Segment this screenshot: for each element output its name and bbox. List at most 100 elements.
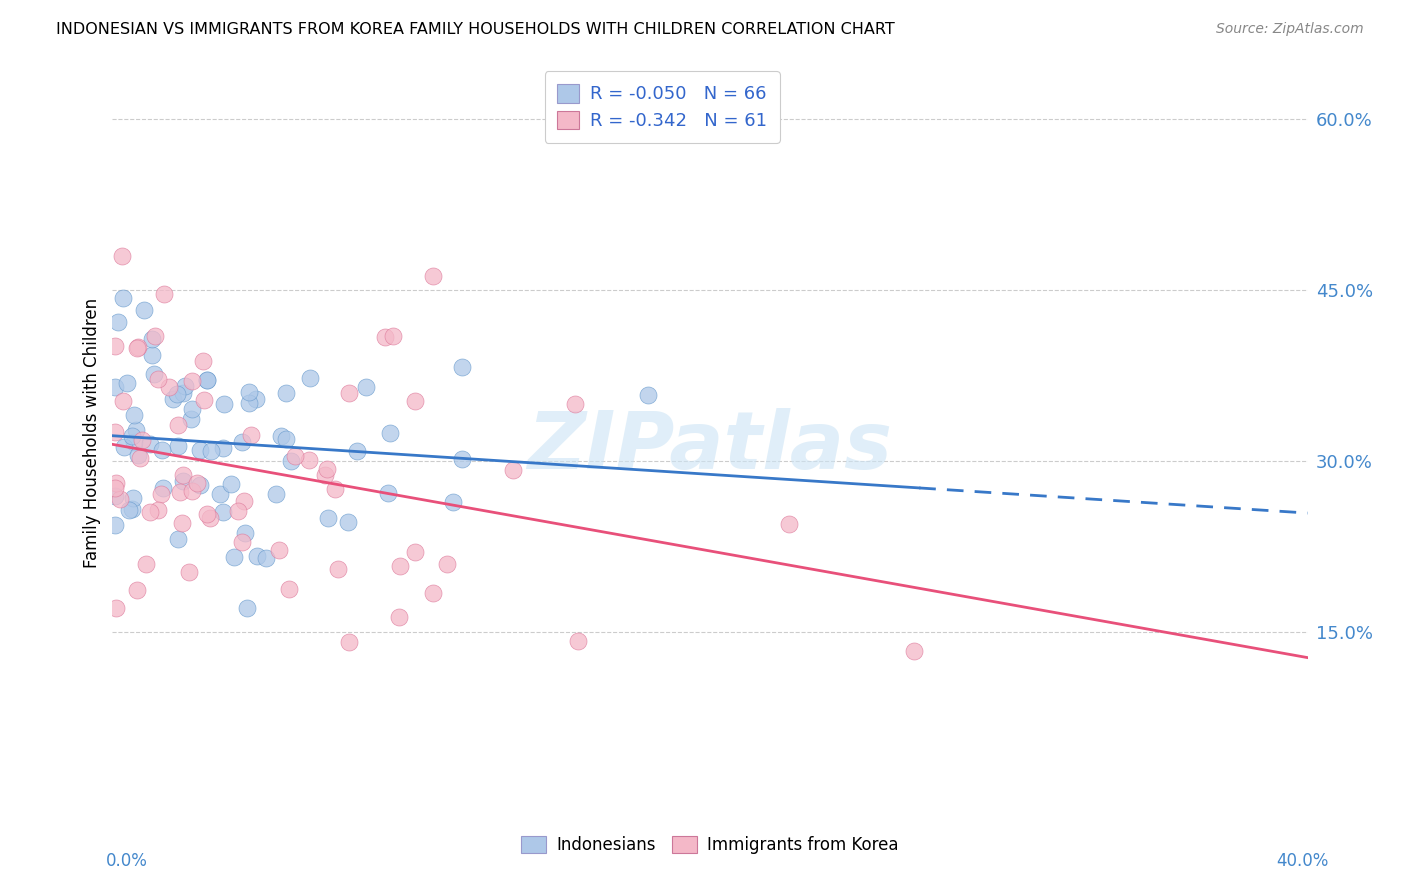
Point [212,397,235,411]
Point [150,443,173,458]
Point [564,397,586,411]
Point [502,463,524,477]
Text: Source: ZipAtlas.com: Source: ZipAtlas.com [1216,22,1364,37]
Point [125,423,148,437]
Point [125,341,148,355]
Point [404,393,426,408]
Point [104,475,127,490]
Point [267,542,290,557]
Point [567,634,589,648]
Legend: Indonesians, Immigrants from Korea: Indonesians, Immigrants from Korea [515,830,905,861]
Point [177,566,200,580]
Point [174,379,197,393]
Point [637,388,659,402]
Point [180,412,202,426]
Point [328,562,350,576]
Point [111,249,134,263]
Point [280,454,302,468]
Point [219,477,242,491]
Point [172,385,194,400]
Point [146,502,169,516]
Point [138,436,160,450]
Point [167,532,190,546]
Point [388,610,411,624]
Point [245,392,267,406]
Point [180,484,202,499]
Point [188,478,211,492]
Text: INDONESIAN VS IMMIGRANTS FROM KOREA FAMILY HOUSEHOLDS WITH CHILDREN CORRELATION : INDONESIAN VS IMMIGRANTS FROM KOREA FAMI… [56,22,896,37]
Point [254,550,277,565]
Point [337,635,360,649]
Point [422,269,444,284]
Point [195,374,218,388]
Point [270,429,292,443]
Point [346,443,368,458]
Point [284,450,307,464]
Point [152,481,174,495]
Point [316,511,339,525]
Point [162,392,184,406]
Y-axis label: Family Households with Children: Family Households with Children [83,298,101,567]
Point [236,600,259,615]
Text: 40.0%: 40.0% [1277,852,1329,870]
Point [145,329,167,343]
Point [232,494,254,508]
Point [150,487,173,501]
Point [404,545,426,559]
Point [233,526,256,541]
Point [238,396,260,410]
Point [239,428,262,442]
Point [277,582,299,596]
Point [166,386,188,401]
Point [314,467,336,482]
Point [128,450,150,465]
Point [125,583,148,598]
Point [121,429,143,443]
Point [112,393,135,408]
Point [132,303,155,318]
Point [436,558,458,572]
Point [142,367,165,381]
Point [451,452,474,467]
Point [104,518,127,533]
Point [107,314,129,328]
Point [139,505,162,519]
Point [381,328,404,343]
Point [224,550,246,565]
Point [127,448,149,462]
Point [450,359,472,374]
Point [441,495,464,509]
Point [378,425,401,440]
Point [200,444,222,458]
Point [377,486,399,500]
Point [231,535,253,549]
Point [105,600,128,615]
Point [212,505,235,519]
Point [231,435,253,450]
Point [200,511,222,525]
Point [104,482,127,496]
Point [337,515,360,529]
Point [122,409,145,423]
Point [323,482,346,496]
Point [195,507,218,521]
Point [180,401,202,416]
Point [181,374,204,388]
Point [135,557,157,571]
Point [131,434,153,448]
Point [172,474,194,488]
Point [104,425,127,439]
Point [422,586,444,600]
Point [264,487,287,501]
Point [122,491,145,505]
Point [122,434,145,449]
Point [157,380,180,394]
Point [104,380,127,394]
Point [146,371,169,385]
Point [141,348,163,362]
Point [118,503,141,517]
Point [188,442,211,457]
Point [337,386,360,401]
Point [110,491,132,506]
Point [276,432,298,446]
